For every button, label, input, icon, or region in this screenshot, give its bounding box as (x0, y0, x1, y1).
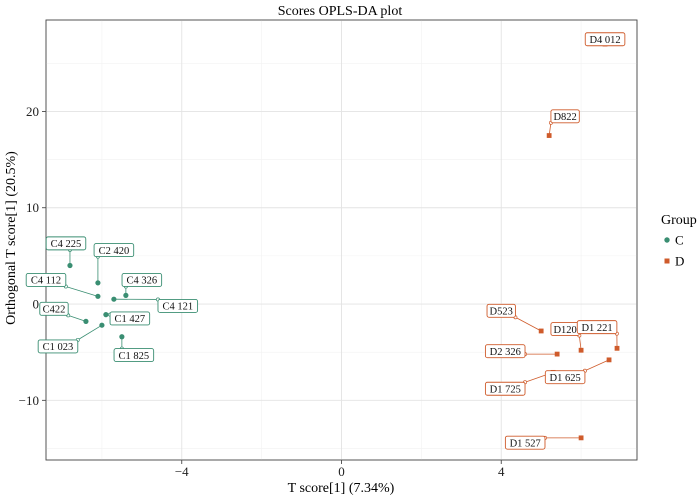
point-label: D1 625 (550, 373, 581, 384)
point-label-box (113, 348, 155, 363)
point-label-box (484, 344, 526, 359)
data-point-C (123, 292, 129, 298)
legend-entries: CD (664, 233, 684, 269)
y-tick-label: −10 (19, 393, 39, 408)
leader-line (68, 314, 87, 322)
point-label: D822 (553, 112, 576, 123)
data-point-D (578, 435, 584, 441)
data-point-D (578, 347, 584, 353)
x-tick-label: 4 (498, 464, 505, 479)
data-points (67, 41, 620, 441)
data-point-C (119, 334, 125, 340)
x-tick-label: −4 (175, 464, 189, 479)
point-label: D120 (553, 325, 576, 336)
data-point-C (95, 293, 101, 299)
y-tick-label: 0 (33, 297, 40, 312)
chart-title: Scores OPLS-DA plot (278, 4, 403, 19)
legend: Group CD (661, 213, 697, 269)
point-label-box (550, 109, 580, 124)
point-labels: C4 225 C2 420 C4 112 C4 326 C4 121 C422 C1 427… (25, 32, 626, 450)
point-label-box (486, 303, 516, 318)
data-point-C (95, 280, 101, 286)
point-label: D523 (490, 306, 513, 317)
point-label-box (157, 299, 199, 313)
data-point-D (538, 328, 544, 334)
leader-line (584, 359, 610, 372)
data-point-D (554, 351, 560, 357)
y-tick-label: 10 (26, 200, 39, 215)
data-point-C (99, 322, 105, 328)
data-point-C (103, 312, 109, 318)
point-label: C4 112 (31, 276, 61, 287)
data-point-C (83, 318, 89, 324)
legend-key-D (664, 258, 670, 264)
point-label-box (504, 435, 546, 450)
y-axis-title: Orthogonal T score[1] (20.5%) (4, 151, 19, 325)
point-label-box (45, 236, 87, 251)
point-label-box (484, 381, 526, 396)
point-label: D4 012 (589, 35, 620, 46)
point-label: C1 427 (115, 314, 146, 325)
x-axis-title: T score[1] (7.34%) (288, 481, 395, 496)
point-label-box (37, 339, 79, 354)
data-point-C (111, 296, 117, 302)
point-label-box (584, 32, 626, 47)
legend-title: Group (661, 213, 697, 228)
legend-label-D: D (675, 254, 684, 269)
point-label-box (121, 273, 163, 287)
leader-line (65, 286, 99, 297)
point-label: C4 326 (127, 276, 158, 287)
data-point-C (67, 262, 73, 269)
point-label: C1 825 (119, 351, 150, 362)
point-label: D1 725 (490, 384, 521, 395)
point-label: C4 225 (51, 239, 82, 250)
point-label: C1 023 (43, 342, 74, 353)
point-label: D1 527 (510, 438, 541, 449)
legend-label-C: C (675, 233, 684, 248)
point-label: D2 326 (490, 347, 521, 358)
y-tick-label: 20 (26, 104, 39, 119)
point-label-box (576, 320, 618, 335)
legend-key-C (664, 237, 670, 243)
data-point-D (546, 133, 552, 138)
leader-line (515, 316, 542, 332)
point-label-box (544, 370, 586, 385)
leader-line (77, 324, 103, 341)
point-label: D1 221 (581, 323, 612, 334)
x-tick-label: 0 (338, 464, 345, 479)
data-point-D (606, 357, 612, 363)
point-label-box (93, 243, 135, 258)
leader-line (578, 335, 582, 351)
point-label: C4 121 (162, 302, 193, 313)
plot-area: −4 0 4 −10 0 10 20 C4 225 C2 420 C4 112 C4 326 C4 1… (19, 19, 638, 479)
point-label: C2 420 (99, 246, 130, 257)
point-label-box (109, 311, 151, 326)
point-label: C422 (43, 305, 66, 316)
data-point-D (614, 345, 620, 351)
point-label-box (39, 301, 69, 316)
point-label-box (25, 273, 67, 287)
